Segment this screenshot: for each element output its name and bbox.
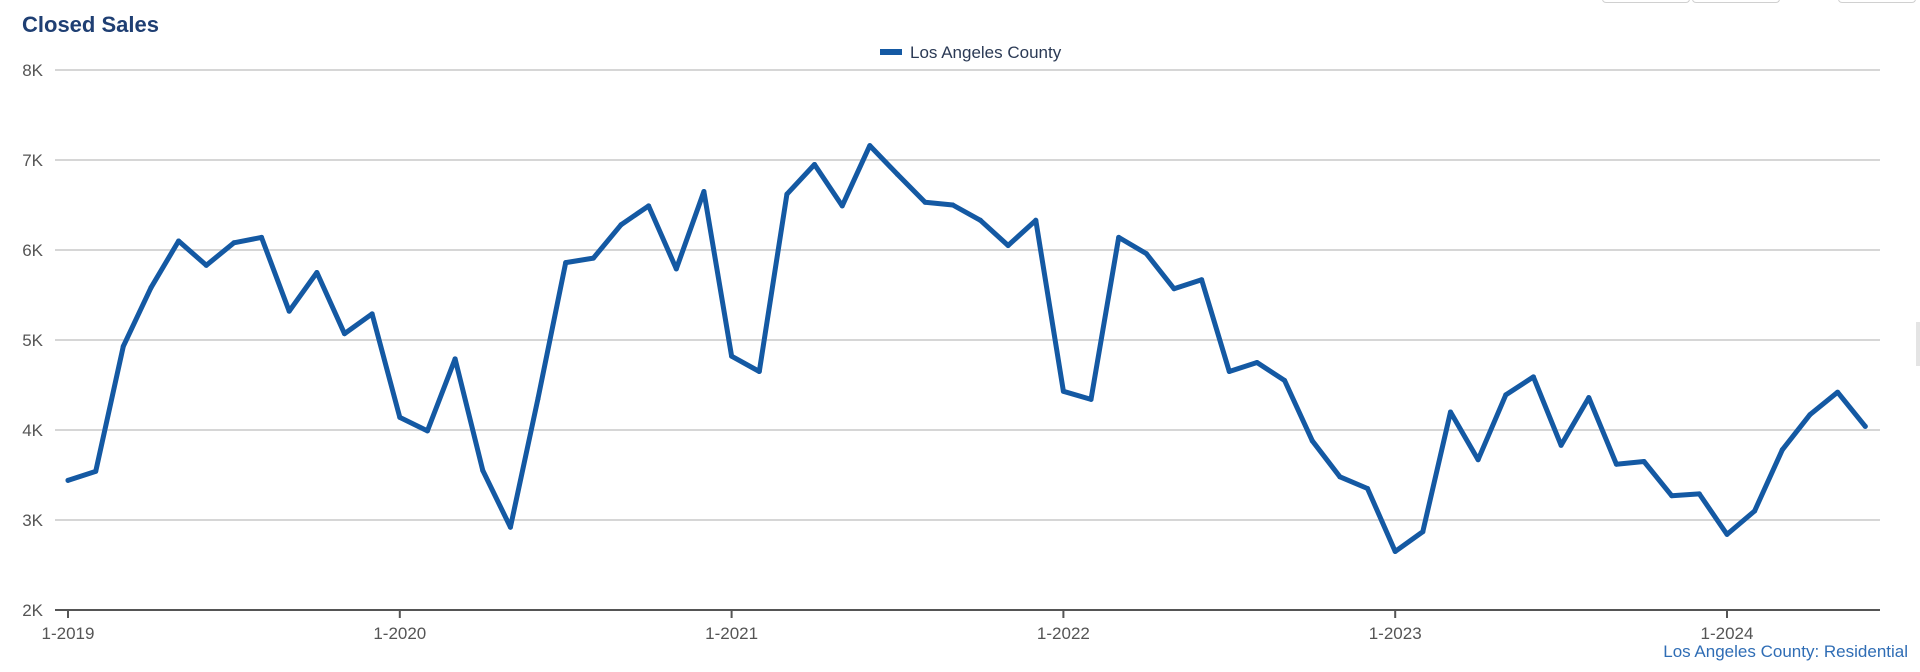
chart-title: Closed Sales — [22, 12, 159, 37]
data-point[interactable] — [1752, 508, 1758, 514]
x-tick-label: 1-2022 — [1037, 624, 1090, 643]
data-point[interactable] — [120, 343, 126, 349]
data-point[interactable] — [1392, 549, 1398, 554]
data-point[interactable] — [867, 143, 873, 149]
data-point[interactable] — [397, 414, 403, 420]
legend[interactable]: Los Angeles County — [880, 43, 1062, 62]
data-point[interactable] — [1033, 217, 1039, 223]
data-point[interactable] — [1530, 374, 1536, 380]
data-point[interactable] — [148, 285, 154, 291]
data-point[interactable] — [1669, 493, 1675, 499]
data-point[interactable] — [1862, 423, 1868, 429]
data-point[interactable] — [839, 203, 845, 209]
data-point[interactable] — [1309, 438, 1315, 444]
data-point[interactable] — [1282, 378, 1288, 383]
data-point[interactable] — [618, 222, 624, 228]
data-point[interactable] — [1641, 459, 1647, 464]
data-point[interactable] — [646, 203, 652, 209]
x-axis-ticks: 1-2019 1-2020 1-2021 1-2022 1-2023 1-2024 — [42, 610, 1754, 643]
data-point[interactable] — [1696, 491, 1702, 497]
data-point[interactable] — [1503, 392, 1509, 398]
y-tick-label: 8K — [22, 61, 43, 80]
data-point[interactable] — [314, 270, 320, 275]
data-point[interactable] — [93, 468, 99, 474]
data-point[interactable] — [1143, 251, 1149, 257]
source-label: Los Angeles County: Residential — [1663, 642, 1908, 661]
data-point[interactable] — [176, 238, 182, 244]
data-point[interactable] — [1420, 529, 1426, 535]
data-point[interactable] — [1005, 243, 1011, 248]
scrollbar[interactable] — [1916, 322, 1920, 366]
data-point[interactable] — [1060, 388, 1066, 394]
x-tick-label: 1-2024 — [1701, 624, 1754, 643]
y-tick-label: 2K — [22, 601, 43, 620]
data-point[interactable] — [259, 234, 265, 240]
x-tick-label: 1-2020 — [373, 624, 426, 643]
data-point[interactable] — [1779, 447, 1785, 453]
data-point[interactable] — [1226, 369, 1232, 374]
data-point[interactable] — [1088, 396, 1094, 402]
data-point[interactable] — [535, 396, 541, 401]
data-point[interactable] — [1199, 277, 1205, 283]
y-tick-label: 5K — [22, 331, 43, 350]
data-point[interactable] — [1475, 457, 1481, 463]
data-point[interactable] — [342, 331, 347, 337]
data-point[interactable] — [784, 191, 790, 197]
x-tick-label: 1-2019 — [42, 624, 95, 643]
data-point[interactable] — [977, 217, 983, 223]
data-point[interactable] — [895, 171, 900, 177]
x-tick-label: 1-2021 — [705, 624, 758, 643]
data-point[interactable] — [1724, 531, 1730, 537]
data-point[interactable] — [286, 308, 292, 314]
series-line[interactable] — [65, 143, 1868, 554]
data-point[interactable] — [231, 240, 237, 246]
data-point[interactable] — [1835, 389, 1841, 395]
data-point[interactable] — [1171, 286, 1177, 292]
data-point[interactable] — [1613, 461, 1619, 467]
data-point[interactable] — [756, 369, 762, 374]
x-tick-label: 1-2023 — [1369, 624, 1422, 643]
data-point[interactable] — [65, 477, 71, 483]
data-point[interactable] — [203, 262, 209, 268]
data-point[interactable] — [507, 524, 513, 530]
data-point[interactable] — [590, 255, 596, 261]
data-point[interactable] — [1448, 409, 1453, 415]
data-point[interactable] — [452, 356, 458, 362]
data-point[interactable] — [1807, 412, 1813, 418]
data-point[interactable] — [1586, 395, 1592, 401]
data-point[interactable] — [480, 468, 486, 473]
legend-swatch — [880, 49, 902, 55]
y-tick-label: 6K — [22, 241, 43, 260]
data-point[interactable] — [1337, 474, 1343, 480]
data-point[interactable] — [673, 266, 679, 272]
data-point[interactable] — [812, 162, 818, 167]
data-point[interactable] — [729, 353, 735, 359]
data-point[interactable] — [950, 202, 956, 208]
legend-label: Los Angeles County — [910, 43, 1062, 62]
data-point[interactable] — [1365, 486, 1371, 491]
data-point[interactable] — [563, 260, 569, 266]
y-tick-label: 4K — [22, 421, 43, 440]
data-point[interactable] — [369, 311, 375, 317]
data-point[interactable] — [1558, 442, 1564, 448]
data-point[interactable] — [922, 199, 928, 205]
data-point[interactable] — [424, 428, 430, 434]
series — [65, 143, 1868, 554]
grid-lines — [55, 69, 1880, 521]
data-point[interactable] — [1116, 234, 1122, 240]
y-tick-label: 3K — [22, 511, 43, 530]
y-tick-label: 7K — [22, 151, 43, 170]
data-point[interactable] — [1254, 360, 1260, 365]
y-axis-labels: 2K 3K 4K 5K 6K 7K 8K — [22, 61, 43, 620]
data-point[interactable] — [701, 189, 707, 194]
